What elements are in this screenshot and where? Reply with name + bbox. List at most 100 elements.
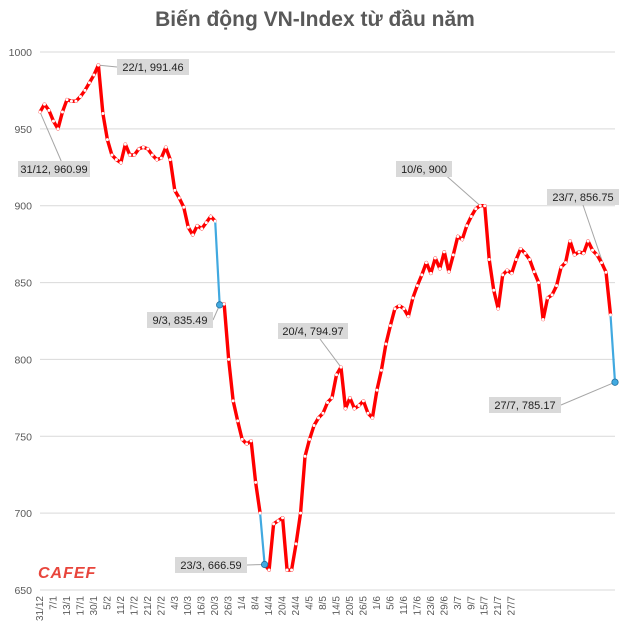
data-point <box>469 214 473 218</box>
data-point <box>123 142 127 146</box>
data-point <box>600 261 604 265</box>
series-segment <box>375 368 384 392</box>
data-point <box>496 307 500 311</box>
series-segment <box>447 253 455 274</box>
series-segment <box>451 234 460 257</box>
data-point <box>281 516 285 520</box>
series-segment-highlight <box>259 512 266 566</box>
data-point <box>582 251 586 255</box>
x-tick-label: 13/1 <box>62 596 73 616</box>
series-segment <box>330 373 339 400</box>
series-segment <box>253 480 262 515</box>
data-point <box>492 288 496 292</box>
x-tick-label: 9/7 <box>466 596 477 610</box>
series-segment <box>47 108 56 123</box>
x-tick-label: 24/4 <box>291 596 302 616</box>
data-point <box>51 119 55 123</box>
x-tick-label: 8/4 <box>251 596 262 610</box>
callout-box <box>175 557 247 573</box>
series-segment <box>60 97 69 114</box>
series-segment <box>267 522 276 572</box>
data-point <box>388 324 392 328</box>
data-point <box>379 368 383 372</box>
x-tick-label: 16/3 <box>197 596 208 616</box>
data-label: 10/6, 900 <box>401 164 447 176</box>
data-point <box>227 357 231 361</box>
x-tick-label: 5/6 <box>385 596 396 610</box>
data-point <box>568 239 572 243</box>
series-segment <box>321 400 330 415</box>
data-point <box>164 145 168 149</box>
data-point <box>137 147 141 151</box>
data-point <box>182 205 186 209</box>
grid-layer <box>40 51 615 591</box>
x-tick-label: 29/6 <box>439 596 450 616</box>
x-tick-label: 20/3 <box>210 596 221 616</box>
data-point <box>442 250 446 254</box>
series-segment <box>379 342 388 372</box>
series-segment <box>222 302 231 362</box>
data-point <box>433 256 437 260</box>
data-point <box>564 261 568 265</box>
callout-box <box>117 59 189 75</box>
series-segment <box>411 283 420 300</box>
data-point <box>429 271 433 275</box>
data-point <box>87 81 91 85</box>
data-label: 20/4, 794.97 <box>282 326 343 338</box>
x-tick-label: 21/2 <box>143 596 154 616</box>
data-point <box>254 480 258 484</box>
callout-leader <box>560 381 616 406</box>
series-segment <box>483 204 491 262</box>
series-segment <box>96 63 105 116</box>
series-segment <box>465 214 473 228</box>
data-point <box>159 156 163 160</box>
series-segment <box>415 273 424 288</box>
data-point <box>173 188 177 192</box>
series-segment <box>563 239 572 265</box>
data-point <box>308 437 312 441</box>
data-point <box>222 302 226 306</box>
x-tick-label: 1/6 <box>372 596 383 610</box>
callout-box <box>396 161 452 177</box>
series-segment <box>164 145 172 162</box>
data-label: 23/3, 666.59 <box>180 560 241 572</box>
callout-box <box>18 161 90 177</box>
series-segment <box>554 265 563 288</box>
data-point <box>505 268 509 272</box>
data-point <box>586 239 590 243</box>
series-segment <box>550 283 559 297</box>
data-point <box>478 204 482 208</box>
data-point <box>447 270 451 274</box>
data-label: 31/12, 960.99 <box>20 164 87 176</box>
data-point <box>595 253 599 257</box>
x-tick-label: 11/6 <box>399 596 410 615</box>
data-point <box>406 314 410 318</box>
data-point <box>609 313 613 317</box>
callout-box <box>278 323 348 339</box>
data-point <box>101 111 105 115</box>
series-segment <box>249 439 258 485</box>
series-segment <box>307 423 316 442</box>
x-tick-label: 4/5 <box>305 596 316 610</box>
series-markers <box>38 63 619 572</box>
series-segment <box>226 357 235 403</box>
data-point <box>321 411 325 415</box>
data-point <box>249 439 253 443</box>
series-segment <box>231 399 240 423</box>
data-point <box>402 307 406 311</box>
callout-leaders <box>39 64 616 566</box>
data-point <box>397 304 401 308</box>
data-label: 22/1, 991.46 <box>122 62 183 74</box>
data-point <box>191 233 195 237</box>
data-point <box>303 454 307 458</box>
series-segment <box>487 257 496 292</box>
data-point <box>105 138 109 142</box>
data-point <box>317 416 321 420</box>
x-tick-label: 17/1 <box>75 596 86 616</box>
data-point <box>519 247 523 251</box>
data-point <box>261 560 269 569</box>
data-point <box>141 145 145 149</box>
data-point <box>330 396 334 400</box>
series-segment <box>388 307 397 328</box>
series-segment <box>289 542 298 572</box>
